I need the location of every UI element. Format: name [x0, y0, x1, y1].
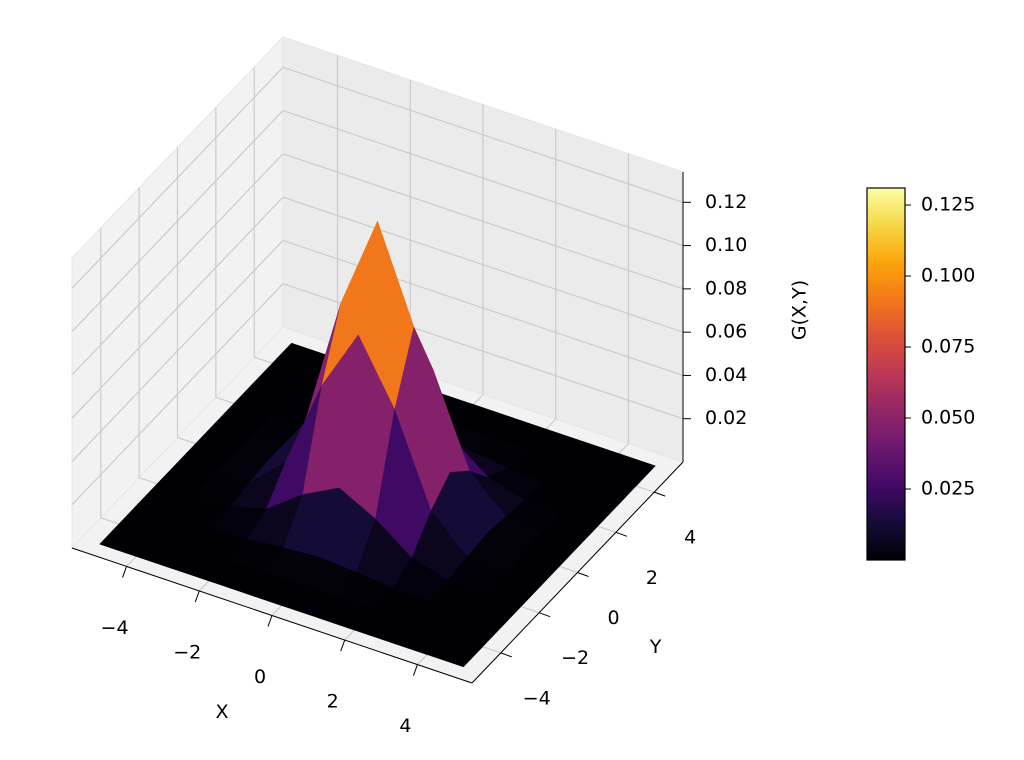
grid-line: [71, 240, 284, 462]
grid-line: [71, 110, 284, 332]
colorbar-tick-label: 0.075: [921, 336, 975, 358]
x-axis-label: X: [215, 701, 228, 723]
grid-line: [71, 283, 284, 506]
z-tick-label: 0.04: [705, 364, 747, 386]
x-tick-label: −2: [173, 641, 201, 663]
x-tick-label: 0: [254, 666, 266, 688]
z-axis-label: G(X,Y): [789, 280, 811, 340]
y-tick-label: 4: [684, 527, 696, 549]
y-tick-label: −4: [523, 687, 551, 709]
colorbar: [866, 187, 906, 561]
surface: [99, 220, 656, 668]
grid-line: [282, 66, 684, 203]
y-tick: [654, 491, 666, 497]
grid-line: [282, 239, 684, 377]
y-tick-label: 0: [607, 607, 619, 629]
x-tick: [340, 639, 346, 652]
colorbar-tick-label: 0.100: [921, 265, 975, 287]
grid-line: [282, 110, 684, 247]
colorbar-tick-label: 0.125: [921, 194, 975, 216]
x-tick-label: −4: [101, 617, 129, 639]
colorbar-tick-label: 0.050: [921, 407, 975, 429]
grid-line: [71, 66, 284, 289]
z-tick-label: 0.10: [705, 234, 747, 256]
x-tick-label: 2: [327, 691, 339, 713]
y-tick: [577, 572, 589, 577]
z-tick-label: 0.02: [705, 407, 747, 429]
z-tick-label: 0.08: [705, 277, 747, 299]
x-tick: [412, 664, 418, 676]
colorbar-tick-label: 0.025: [921, 478, 975, 500]
y-tick: [500, 652, 512, 658]
y-tick-label: −2: [561, 647, 589, 669]
z-tick-label: 0.12: [705, 191, 747, 213]
grid-line: [282, 196, 684, 333]
x-tick: [194, 590, 200, 603]
y-axis-label: Y: [649, 636, 662, 658]
x-tick: [122, 566, 128, 578]
x-tick-label: 4: [399, 715, 411, 737]
axes: −4 −2 0 2 4 X −4 −2 0 2 4 Y 0.02 0.04 0.06 0.08 0.10 0.12: [71, 172, 747, 737]
grid-line: [71, 153, 284, 376]
y-tick: [538, 612, 551, 618]
y-tick: [615, 531, 628, 537]
z-tick-label: 0.06: [705, 321, 747, 343]
x-tick: [267, 615, 273, 627]
grid-line: [282, 153, 684, 290]
surface-face: [426, 634, 484, 668]
grid-line: [71, 196, 284, 419]
y-tick-label: 2: [646, 567, 658, 589]
